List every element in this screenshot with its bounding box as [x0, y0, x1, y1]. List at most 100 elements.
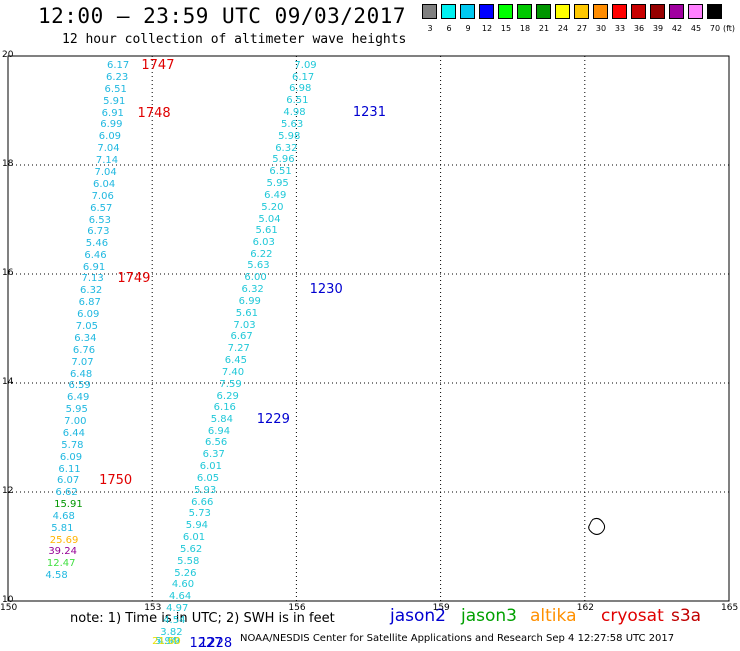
wave-height-label: 6.99	[238, 295, 261, 307]
pass-time-label: 1749	[117, 271, 151, 287]
wave-height-label: 6.03	[252, 236, 275, 248]
legend-label: 18	[519, 24, 531, 33]
wave-height-label: 4.58	[45, 570, 68, 582]
legend-swatch	[498, 4, 513, 19]
wave-height-label: 4.64	[168, 591, 192, 603]
wave-height-label: 7.06	[91, 190, 114, 202]
wave-height-label: 6.76	[72, 344, 96, 356]
wave-height-label: 6.00	[244, 272, 267, 284]
wave-height-label: 7.14	[95, 155, 119, 167]
wave-height-label: 6.53	[88, 214, 111, 226]
wave-height-label: 6.07	[56, 475, 80, 487]
wave-height-label: 5.95	[65, 404, 88, 416]
wave-height-label: 4.97	[166, 603, 189, 615]
wave-height-label: 5.81	[51, 523, 74, 535]
legend-label: 6	[446, 24, 452, 33]
legend-label: 15	[500, 24, 512, 33]
wave-height-label: 7.27	[227, 343, 250, 355]
legend-swatch	[612, 4, 627, 19]
wave-height-label: 5.73	[188, 508, 211, 520]
wave-height-label: 6.17	[292, 71, 315, 83]
wave-height-label: 4.99	[157, 636, 180, 647]
wave-height-label: 3.82	[160, 626, 183, 638]
wave-height-label: 7.00	[64, 416, 87, 428]
wave-height-label: 4.54	[163, 614, 186, 626]
lat-tick-label: 14	[2, 377, 14, 387]
lat-tick-label: 12	[2, 486, 14, 496]
wave-height-label: 6.09	[77, 309, 100, 321]
legend-swatch	[593, 4, 608, 19]
wave-height-label: 5.58	[177, 555, 200, 567]
lon-tick-label: 153	[144, 603, 162, 613]
wave-height-label: 5.63	[280, 118, 304, 130]
wave-height-label: 5.04	[258, 213, 281, 225]
pass-time-label: 1229	[256, 412, 290, 428]
wave-height-label: 7.04	[94, 166, 117, 178]
wave-height-label: 6.45	[224, 355, 247, 367]
wave-height-label: 5.94	[185, 520, 209, 532]
pass-time-label: 1748	[137, 105, 171, 121]
wave-height-label: 6.22	[250, 248, 273, 260]
wave-height-label: 6.01	[182, 532, 206, 544]
lat-tick-label: 18	[2, 159, 14, 169]
wave-height-label: 6.99	[100, 119, 123, 131]
wave-height-label: 25.69	[49, 534, 79, 546]
wave-height-label: 6.67	[230, 331, 253, 343]
pass-time-label: 1750	[99, 473, 133, 489]
wave-height-label: 5.62	[180, 543, 203, 555]
wave-height-label: 6.34	[74, 332, 97, 344]
wave-height-label: 6.32	[80, 285, 103, 297]
wave-height-label: 4.98	[283, 107, 306, 119]
legend-label: 21	[538, 24, 550, 33]
wave-height-label: 7.07	[71, 356, 94, 368]
wave-height-label: 5.63	[247, 260, 270, 272]
wave-height-label: 7.09	[294, 59, 317, 71]
lon-tick-label: 156	[288, 603, 306, 613]
wave-height-label: 5.26	[174, 567, 197, 579]
wave-height-label: 6.94	[207, 426, 231, 438]
wave-height-label: 5.20	[261, 201, 284, 213]
wave-height-label: 7.05	[75, 320, 98, 332]
wave-height-label: 6.16	[213, 402, 236, 414]
wave-height-label: 21.60	[152, 636, 181, 647]
legend-swatch	[479, 4, 494, 19]
lon-tick-label: 159	[432, 603, 450, 613]
lon-tick-label: 162	[576, 603, 594, 613]
legend-unit: (ft)	[722, 24, 736, 33]
wave-height-label: 6.09	[98, 131, 122, 143]
wave-height-label: 6.29	[216, 390, 239, 402]
wave-height-label: 7.59	[219, 378, 242, 390]
wave-height-label: 6.59	[68, 380, 91, 392]
legend-label: 27	[576, 24, 588, 33]
wave-height-label: 15.91	[54, 499, 83, 511]
wave-height-label: 6.87	[78, 297, 101, 309]
legend-swatch	[441, 4, 456, 19]
legend-label: 42	[671, 24, 683, 33]
wave-height-label: 6.04	[93, 178, 116, 190]
wave-height-label: 5.98	[278, 130, 301, 142]
wave-height-label: 6.32	[275, 142, 298, 154]
wave-height-label: 6.51	[269, 166, 292, 178]
wave-height-label: 4.60	[171, 579, 195, 591]
map-note: note: 1) Time is in UTC; 2) SWH is in fe…	[70, 611, 335, 626]
wave-height-label: 6.17	[106, 59, 130, 71]
wave-height-label: 6.46	[84, 250, 107, 261]
legend-label: 30	[595, 24, 607, 33]
wave-height-label: 6.11	[58, 463, 81, 475]
wave-height-label: 6.51	[286, 95, 309, 107]
wave-height-label: 6.57	[90, 202, 113, 214]
pass-time-label: 1228	[199, 636, 233, 651]
wave-height-label: 7.03	[233, 319, 256, 331]
wave-height-label: 39.24	[48, 546, 77, 558]
wave-height-label: 5.84	[210, 414, 234, 426]
legend-swatch	[669, 4, 684, 19]
wave-height-label: 6.66	[191, 496, 214, 508]
satellite-s3a: s3a	[671, 606, 702, 626]
wave-height-label: 6.01	[199, 461, 222, 473]
legend-swatch	[536, 4, 551, 19]
wave-height-label: 7.40	[221, 366, 245, 378]
wave-height-label: 4.68	[52, 511, 75, 523]
map-title: 12:00 – 23:59 UTC 09/03/2017	[38, 4, 407, 28]
wave-height-label: 6.09	[59, 451, 83, 463]
legend-swatch	[688, 4, 703, 19]
